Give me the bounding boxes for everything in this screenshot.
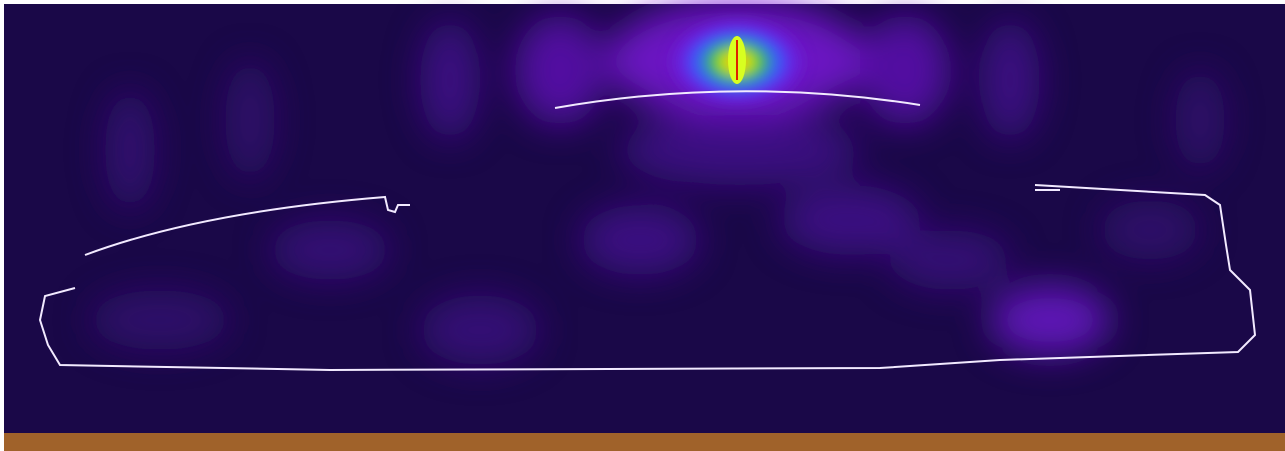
body-boundary (38, 184, 1257, 372)
wave-field (90, 0, 1225, 365)
boundary-outlines (38, 90, 1257, 372)
ground-strip (4, 433, 1285, 451)
top-boundary (554, 90, 921, 109)
left-boundary (84, 195, 410, 256)
